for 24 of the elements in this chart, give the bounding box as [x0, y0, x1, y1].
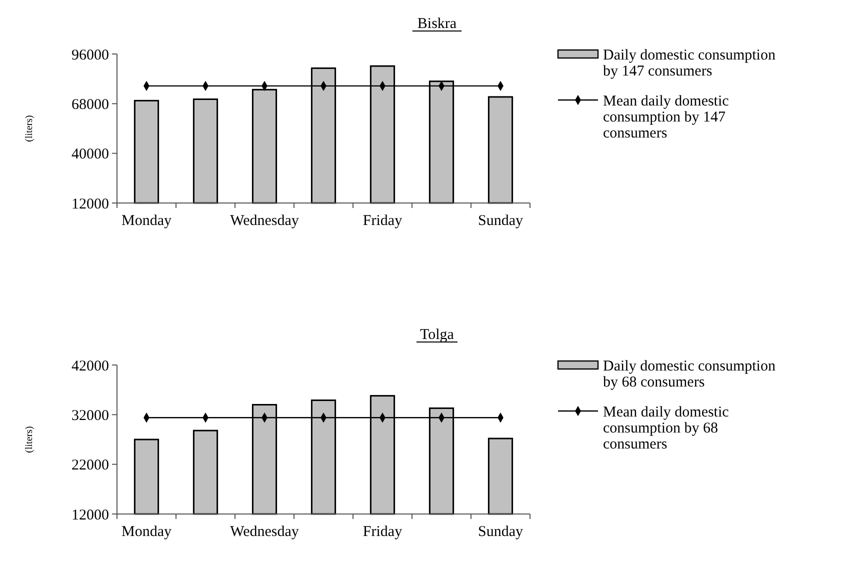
- chart-title: Biskra: [417, 16, 457, 32]
- y-tick-label: 12000: [72, 507, 109, 524]
- legend-label: Daily domestic consumption by 68 consumers: [603, 358, 776, 390]
- x-tick-label: Monday: [122, 213, 172, 229]
- x-tick-label: Sunday: [478, 213, 524, 229]
- x-tick-label: Wednesday: [230, 213, 300, 229]
- x-tick-label: Friday: [362, 524, 403, 540]
- x-tick-label: Wednesday: [230, 524, 300, 540]
- y-tick-label: 32000: [72, 408, 109, 424]
- legend-label: Mean daily domestic consumption by 147 consumers: [603, 93, 730, 142]
- x-tick-label: Monday: [122, 524, 172, 540]
- y-tick-label: 40000: [72, 146, 109, 163]
- chart-title: Tolga: [420, 327, 454, 343]
- y-tick-label: 96000: [72, 47, 109, 64]
- x-tick-label: Friday: [362, 213, 403, 229]
- y-axis-title: (liters): [24, 426, 35, 453]
- y-tick-label: 68000: [72, 96, 109, 113]
- y-tick-label: 42000: [72, 358, 109, 374]
- y-tick-label: 12000: [72, 196, 109, 212]
- x-tick-label: Sunday: [478, 524, 524, 540]
- y-axis-title: (liters): [24, 115, 35, 142]
- legend-label: Daily domestic consumption by 147 consumers: [603, 47, 776, 80]
- legend-label: Mean daily domestic consumption by 68 consumers: [603, 404, 730, 452]
- y-tick-label: 22000: [72, 458, 109, 474]
